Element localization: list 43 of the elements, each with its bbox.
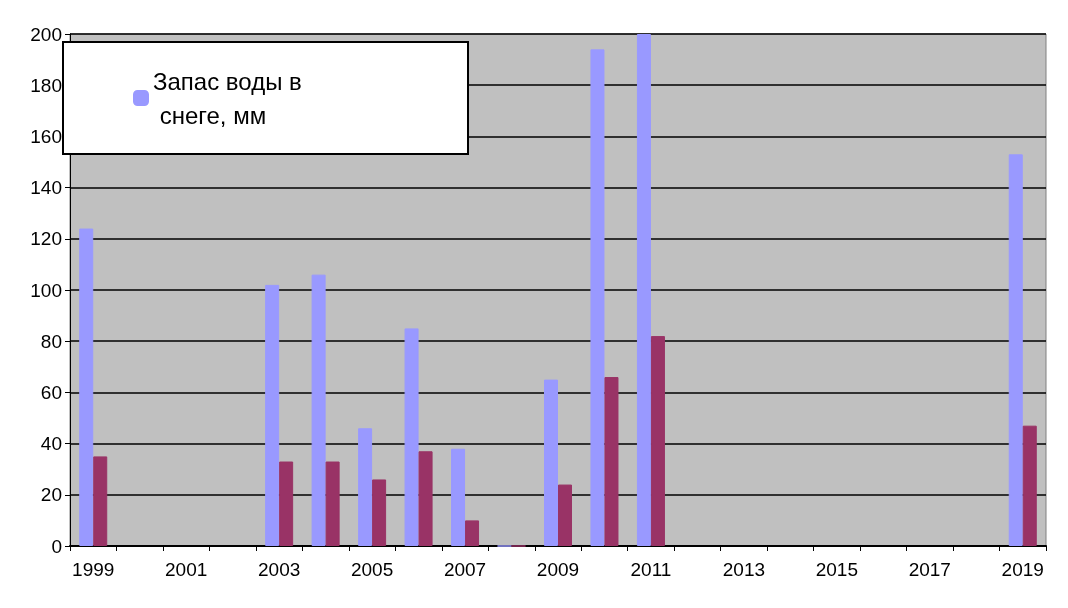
bar	[418, 451, 433, 546]
y-tick-label: 100	[30, 279, 62, 301]
y-tick-label: 80	[40, 330, 62, 352]
y-tick-label: 200	[30, 23, 62, 45]
bar	[590, 49, 605, 546]
y-tick-label: 120	[30, 228, 62, 250]
x-tick-label: 2011	[630, 559, 672, 580]
x-tick-label: 2019	[1001, 559, 1044, 580]
bar	[636, 34, 651, 546]
x-tick-label: 2007	[443, 559, 487, 580]
bar	[279, 461, 294, 546]
bar	[465, 520, 480, 546]
x-tick-label: 2013	[722, 559, 766, 580]
bar	[358, 428, 373, 546]
x-tick-label: 2001	[165, 559, 208, 580]
legend-label: Запас воды в снеге, мм	[153, 67, 302, 129]
bar	[604, 377, 619, 546]
x-tick-label: 2003	[258, 559, 301, 580]
y-tick-label: 180	[30, 74, 62, 96]
y-tick-label: 60	[40, 381, 62, 403]
bar	[372, 479, 387, 546]
bar	[544, 379, 558, 546]
bar	[650, 336, 665, 546]
x-tick-label: 2015	[815, 559, 858, 580]
bar	[325, 461, 340, 546]
bar	[558, 484, 572, 546]
bar	[451, 448, 466, 546]
bar	[311, 274, 326, 546]
x-tick-label: 2017	[908, 559, 951, 580]
x-tick-label: 2009	[536, 559, 580, 580]
bar	[265, 284, 280, 546]
bar	[79, 228, 94, 546]
y-tick-label: 20	[40, 484, 62, 506]
bar	[93, 456, 108, 546]
bar	[1022, 425, 1037, 546]
bar	[404, 328, 419, 546]
y-tick-label: 0	[51, 535, 62, 557]
y-tick-label: 160	[30, 125, 62, 147]
y-tick-label: 140	[30, 177, 62, 199]
x-tick-label: 2005	[350, 559, 394, 580]
x-tick-label: 1999	[72, 559, 115, 580]
bar	[1008, 154, 1023, 546]
y-tick-label: 40	[40, 433, 62, 455]
